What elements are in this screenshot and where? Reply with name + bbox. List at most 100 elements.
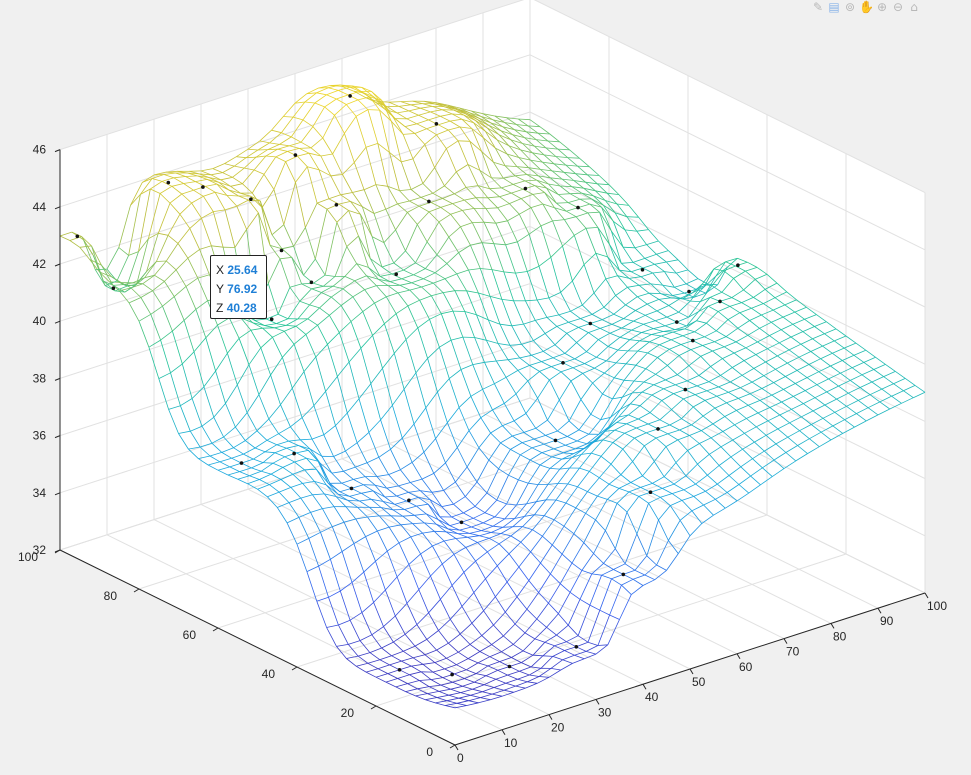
mesh-line: [560, 663, 573, 671]
mesh-line: [700, 350, 713, 357]
mesh-line: [533, 435, 546, 440]
mesh-line: [371, 634, 382, 649]
rotate-icon[interactable]: ⊚: [844, 0, 856, 14]
mesh-line: [565, 502, 576, 509]
mesh-line: [375, 184, 388, 187]
mesh-line: [617, 349, 628, 352]
mesh-line: [366, 275, 377, 286]
mesh-line: [715, 266, 728, 277]
mesh-line: [332, 133, 345, 155]
mesh-line: [608, 409, 621, 428]
mesh-line: [503, 689, 514, 693]
mesh-line: [812, 338, 823, 347]
mesh-line: [561, 457, 572, 460]
mesh-line: [518, 459, 531, 481]
mesh-line: [516, 483, 529, 506]
scatter-point: [718, 299, 722, 304]
zoom-in-icon[interactable]: ⊕: [876, 0, 888, 14]
mesh-line: [806, 371, 819, 378]
mesh-line: [480, 116, 492, 124]
mesh-line: [396, 112, 408, 120]
mesh-line: [489, 651, 502, 658]
mesh-line: [480, 417, 491, 434]
mesh-line: [154, 274, 165, 282]
zoom-out-icon[interactable]: ⊖: [892, 0, 904, 14]
mesh-line: [307, 166, 320, 171]
mesh-line: [625, 304, 636, 311]
mesh-line: [343, 470, 354, 480]
mesh-line: [446, 252, 459, 264]
mesh-line: [366, 462, 378, 477]
x-tick-mark: [689, 668, 694, 675]
scatter-point: [576, 205, 580, 210]
z-tick-mark: [54, 320, 61, 324]
mesh-line: [625, 363, 636, 366]
mesh-line: [255, 149, 269, 158]
mesh-line: [605, 275, 618, 280]
mesh-line: [765, 434, 777, 445]
mesh-line: [630, 403, 641, 407]
mesh-line: [356, 263, 367, 277]
mesh-line: [289, 283, 302, 288]
mesh-line: [466, 669, 477, 674]
mesh-line: [642, 475, 653, 484]
mesh-line: [672, 331, 684, 337]
data-tip[interactable]: X 25.64 Y 76.92 Z 40.28: [210, 255, 267, 319]
mesh-line: [638, 496, 649, 504]
mesh-line: [591, 452, 602, 457]
mesh-line: [112, 285, 126, 293]
mesh-line: [539, 676, 550, 678]
mesh-line: [559, 141, 570, 151]
mesh-line: [765, 428, 779, 436]
mesh-line: [419, 680, 430, 687]
scatter-points: [75, 94, 740, 677]
mesh-line: [630, 271, 642, 278]
mesh-line: [308, 531, 321, 539]
mesh-line: [651, 331, 664, 335]
mesh-line: [383, 242, 395, 264]
mesh-line: [513, 300, 524, 325]
mesh-line: [789, 416, 802, 424]
mesh-line: [356, 432, 370, 444]
mesh-line: [413, 407, 427, 425]
mesh-line: [471, 622, 483, 636]
mesh-line: [233, 440, 246, 449]
mesh-line: [828, 372, 841, 380]
pan-icon[interactable]: ✋: [859, 0, 874, 14]
mesh-line: [533, 438, 544, 445]
mesh-line: [725, 261, 736, 267]
mesh-line: [616, 502, 628, 513]
mesh-line: [410, 536, 421, 555]
mesh-line: [352, 189, 365, 193]
mesh-line: [662, 284, 673, 296]
mesh-line: [529, 361, 542, 366]
mesh-line: [536, 602, 549, 620]
mesh-line: [779, 414, 790, 424]
mesh-line: [707, 465, 720, 476]
mesh-line: [101, 264, 114, 286]
mesh-line: [340, 296, 354, 306]
mesh-line: [820, 425, 834, 433]
mesh-line: [641, 384, 655, 393]
mesh-line: [720, 439, 733, 448]
datatip-icon[interactable]: ▤: [828, 0, 840, 14]
mesh-line: [359, 498, 372, 502]
mesh-line: [375, 673, 388, 678]
mesh-line: [695, 283, 708, 290]
mesh-line: [725, 336, 737, 343]
mesh-line: [434, 531, 445, 542]
scatter-point: [507, 664, 512, 669]
mesh-line: [94, 269, 106, 286]
mesh-line: [384, 323, 395, 354]
mesh-line: [191, 398, 203, 427]
mesh-line: [333, 450, 346, 457]
mesh-line: [355, 462, 368, 468]
brush-icon[interactable]: ✎: [812, 0, 824, 14]
mesh-line: [656, 253, 667, 263]
mesh-line: [297, 155, 308, 167]
home-icon[interactable]: ⌂: [910, 0, 918, 14]
mesh-line: [658, 299, 670, 306]
mesh-line: [382, 501, 394, 511]
mesh-line: [660, 293, 671, 299]
